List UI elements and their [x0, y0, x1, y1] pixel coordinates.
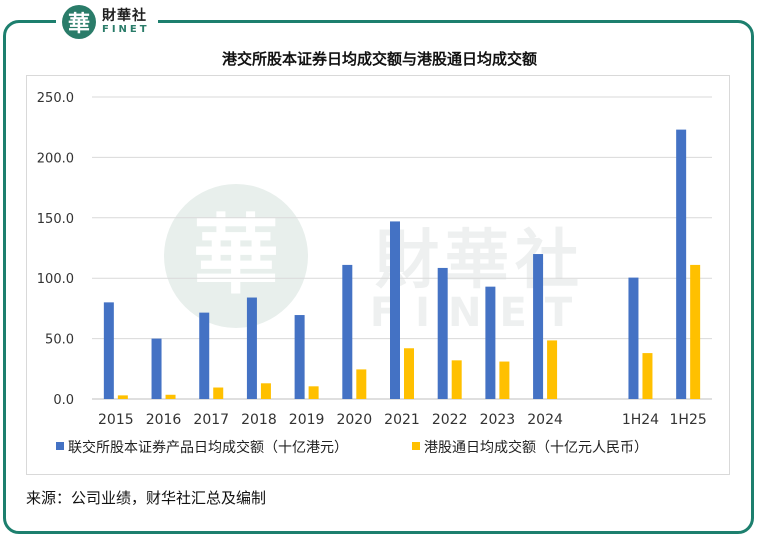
bar-hkex-turnover: [199, 312, 210, 399]
chart-title: 港交所股本证券日均成交额与港股通日均成交额: [221, 50, 537, 68]
x-tick-label: 2021: [384, 412, 420, 428]
y-tick-label: 200.0: [37, 151, 74, 166]
bar-southbound-turnover: [547, 340, 558, 399]
x-tick-label: 2016: [146, 412, 182, 428]
legend-label: 联交所股本证券产品日均成交额（十亿港元）: [68, 439, 348, 456]
x-tick-label: 2022: [432, 412, 468, 428]
finet-logo: 華 財華社 FINET: [56, 2, 158, 42]
legend-swatch: [56, 442, 64, 450]
logo-text: 財華社 FINET: [102, 9, 150, 35]
x-tick-label: 2018: [241, 412, 277, 428]
bar-southbound-turnover: [356, 369, 367, 399]
bar-southbound-turnover: [451, 360, 462, 399]
x-tick-label: 2020: [336, 412, 372, 428]
y-tick-label: 100.0: [37, 272, 74, 287]
bar-southbound-turnover: [213, 387, 224, 399]
bar-southbound-turnover: [308, 386, 319, 399]
x-tick-label: 2024: [527, 412, 563, 428]
watermark-en: FINET: [370, 290, 590, 336]
bar-hkex-turnover: [342, 264, 353, 399]
x-tick-label: 1H24: [622, 412, 659, 428]
bar-southbound-turnover: [117, 395, 128, 399]
bar-southbound-turnover: [165, 394, 176, 399]
source-note: 来源：公司业绩，财华社汇总及编制: [26, 489, 267, 507]
bar-hkex-turnover: [103, 302, 114, 399]
y-tick-label: 0.0: [53, 393, 74, 408]
legend-label: 港股通日均成交额（十亿元人民币）: [424, 439, 648, 456]
bar-southbound-turnover: [642, 353, 653, 399]
logo-seal-icon: 華: [62, 5, 96, 39]
watermark-seal-glyph: 華: [193, 205, 279, 306]
bar-hkex-turnover: [390, 221, 400, 399]
y-tick-label: 250.0: [37, 91, 74, 106]
logo-en: FINET: [102, 24, 150, 35]
bar-southbound-turnover: [260, 383, 271, 399]
bar-hkex-turnover: [294, 315, 305, 399]
bar-southbound-turnover: [690, 264, 701, 399]
bar-hkex-turnover: [676, 129, 687, 399]
bar-hkex-turnover: [533, 254, 544, 399]
watermark-cn: 財華社: [375, 224, 585, 298]
legend-swatch: [412, 442, 420, 450]
bar-hkex-turnover: [151, 338, 162, 399]
bar-hkex-turnover: [485, 286, 496, 399]
bar-southbound-turnover: [499, 361, 510, 399]
chart-area: [26, 75, 730, 475]
logo-cn: 財華社: [102, 8, 147, 24]
x-tick-label: 2023: [480, 412, 516, 428]
x-tick-label: 2015: [98, 412, 134, 428]
y-tick-label: 150.0: [37, 212, 74, 227]
x-tick-label: 2017: [193, 412, 229, 428]
y-tick-label: 50.0: [45, 333, 74, 348]
x-tick-label: 2019: [289, 412, 325, 428]
x-tick-label: 1H25: [670, 412, 707, 428]
watermark-seal: [164, 184, 308, 328]
bar-southbound-turnover: [404, 348, 414, 399]
bar-hkex-turnover: [628, 277, 639, 399]
bar-hkex-turnover: [437, 267, 448, 399]
bar-hkex-turnover: [246, 297, 257, 399]
